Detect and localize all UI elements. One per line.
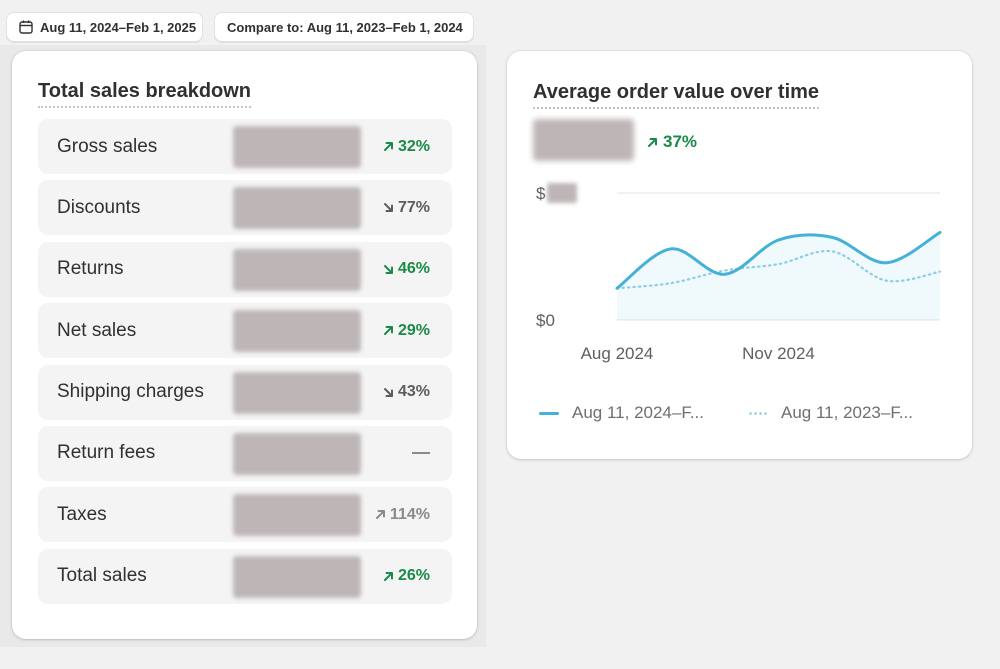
arrow-up-right-icon — [375, 510, 385, 520]
sales-row-change-value: 46% — [397, 260, 430, 278]
sales-row-change: 29% — [383, 322, 430, 340]
legend-dotted-line-swatch — [748, 411, 768, 415]
current-series-area — [617, 232, 940, 320]
sales-row-change-value: 26% — [397, 567, 430, 585]
arrow-up-right-icon — [383, 571, 393, 581]
sales-row-change-value: 114% — [389, 505, 430, 523]
sales-breakdown-title[interactable]: Total sales breakdown — [38, 80, 252, 108]
sales-row[interactable]: Gross sales 32% — [38, 119, 452, 174]
dash-icon — [412, 452, 430, 455]
sales-row-label: Gross sales — [57, 135, 158, 157]
aov-title[interactable]: Average order value over time — [533, 81, 820, 109]
sales-row-label: Returns — [57, 258, 124, 280]
sales-row-change: 114% — [375, 506, 430, 524]
x-tick-label: Nov 2024 — [742, 344, 815, 363]
sales-row[interactable]: Return fees — [38, 425, 452, 481]
arrow-up-right-icon — [383, 142, 393, 151]
aov-change: 37% — [647, 132, 697, 152]
previous-series-line — [615, 249, 942, 290]
sales-row[interactable]: Discounts 77% — [38, 180, 452, 236]
sales-breakdown-card: Total sales breakdown Gross sales 32% Disc… — [12, 51, 477, 639]
sales-row-value-redacted — [233, 187, 361, 230]
sales-row[interactable]: Net sales 29% — [38, 303, 452, 359]
date-range-label: Aug 11, 2024–Feb 1, 2025 — [40, 19, 197, 35]
arrow-up-right-icon — [383, 326, 393, 336]
y-tick-label: $0 — [536, 311, 555, 330]
sales-row-change: 43% — [383, 383, 430, 401]
current-series-line — [615, 230, 942, 290]
aov-value-redacted — [533, 119, 634, 161]
sales-row-value-redacted — [233, 310, 361, 353]
arrow-down-right-icon — [383, 264, 393, 274]
sales-row-value-redacted — [233, 555, 361, 598]
sales-row[interactable]: Shipping charges 43% — [38, 364, 452, 420]
sales-row-value-redacted — [233, 494, 361, 537]
sales-row-label: Net sales — [57, 319, 137, 341]
arrow-down-right-icon — [383, 387, 393, 397]
legend-previous-label: Aug 11, 2023–F... — [781, 403, 914, 422]
legend-solid-line-swatch — [539, 411, 559, 415]
x-tick-label: Aug 2024 — [581, 344, 654, 363]
sales-row[interactable]: Returns 46% — [38, 241, 452, 297]
y-tick-value-redacted — [547, 183, 577, 203]
sales-row-value-redacted — [233, 126, 361, 168]
sales-row-value-redacted — [233, 432, 361, 475]
compare-to-label: Compare to: Aug 11, 2023–Feb 1, 2024 — [227, 19, 463, 35]
sales-row-change: 32% — [383, 138, 430, 156]
y-tick-label: $ — [536, 184, 546, 203]
legend-current-label: Aug 11, 2024–F... — [572, 403, 705, 422]
calendar-icon — [19, 20, 33, 34]
sales-row-label: Shipping charges — [57, 381, 204, 403]
aov-change-value: 37% — [663, 132, 698, 151]
sales-row-change — [412, 452, 430, 455]
legend-current-period[interactable]: Aug 11, 2024–F... — [539, 403, 704, 423]
legend-previous-period[interactable]: Aug 11, 2023–F... — [748, 403, 913, 423]
aov-card: Average order value over time 37% $ $0 Aug… — [507, 51, 972, 459]
date-range-button[interactable]: Aug 11, 2024–Feb 1, 2025 — [6, 12, 203, 42]
sales-row-label: Total sales — [57, 565, 147, 587]
sales-breakdown-list: Gross sales 32% Discounts 77% Returns 46% Net … — [38, 119, 452, 610]
sales-row-label: Taxes — [57, 503, 107, 525]
sales-row[interactable]: Total sales 26% — [38, 548, 452, 604]
sales-row-value-redacted — [233, 248, 361, 291]
compare-to-button[interactable]: Compare to: Aug 11, 2023–Feb 1, 2024 — [214, 12, 474, 42]
sales-row[interactable]: Taxes 114% — [38, 487, 452, 543]
sales-row-change: 77% — [383, 199, 430, 217]
sales-row-change-value: 29% — [397, 321, 430, 339]
sales-row-change: 26% — [383, 567, 430, 585]
arrow-up-right-icon — [648, 137, 657, 147]
sales-row-value-redacted — [233, 371, 361, 414]
sales-row-change: 46% — [383, 260, 430, 278]
sales-row-change-value: 32% — [397, 137, 430, 155]
sales-row-change-value: 43% — [397, 383, 430, 401]
arrow-down-right-icon — [383, 203, 393, 213]
sales-row-change-value: 77% — [397, 198, 430, 216]
aov-line-chart: $ $0 Aug 2024 Nov 2024 — [536, 183, 942, 363]
sales-row-label: Return fees — [57, 442, 156, 464]
sales-row-label: Discounts — [57, 196, 141, 218]
